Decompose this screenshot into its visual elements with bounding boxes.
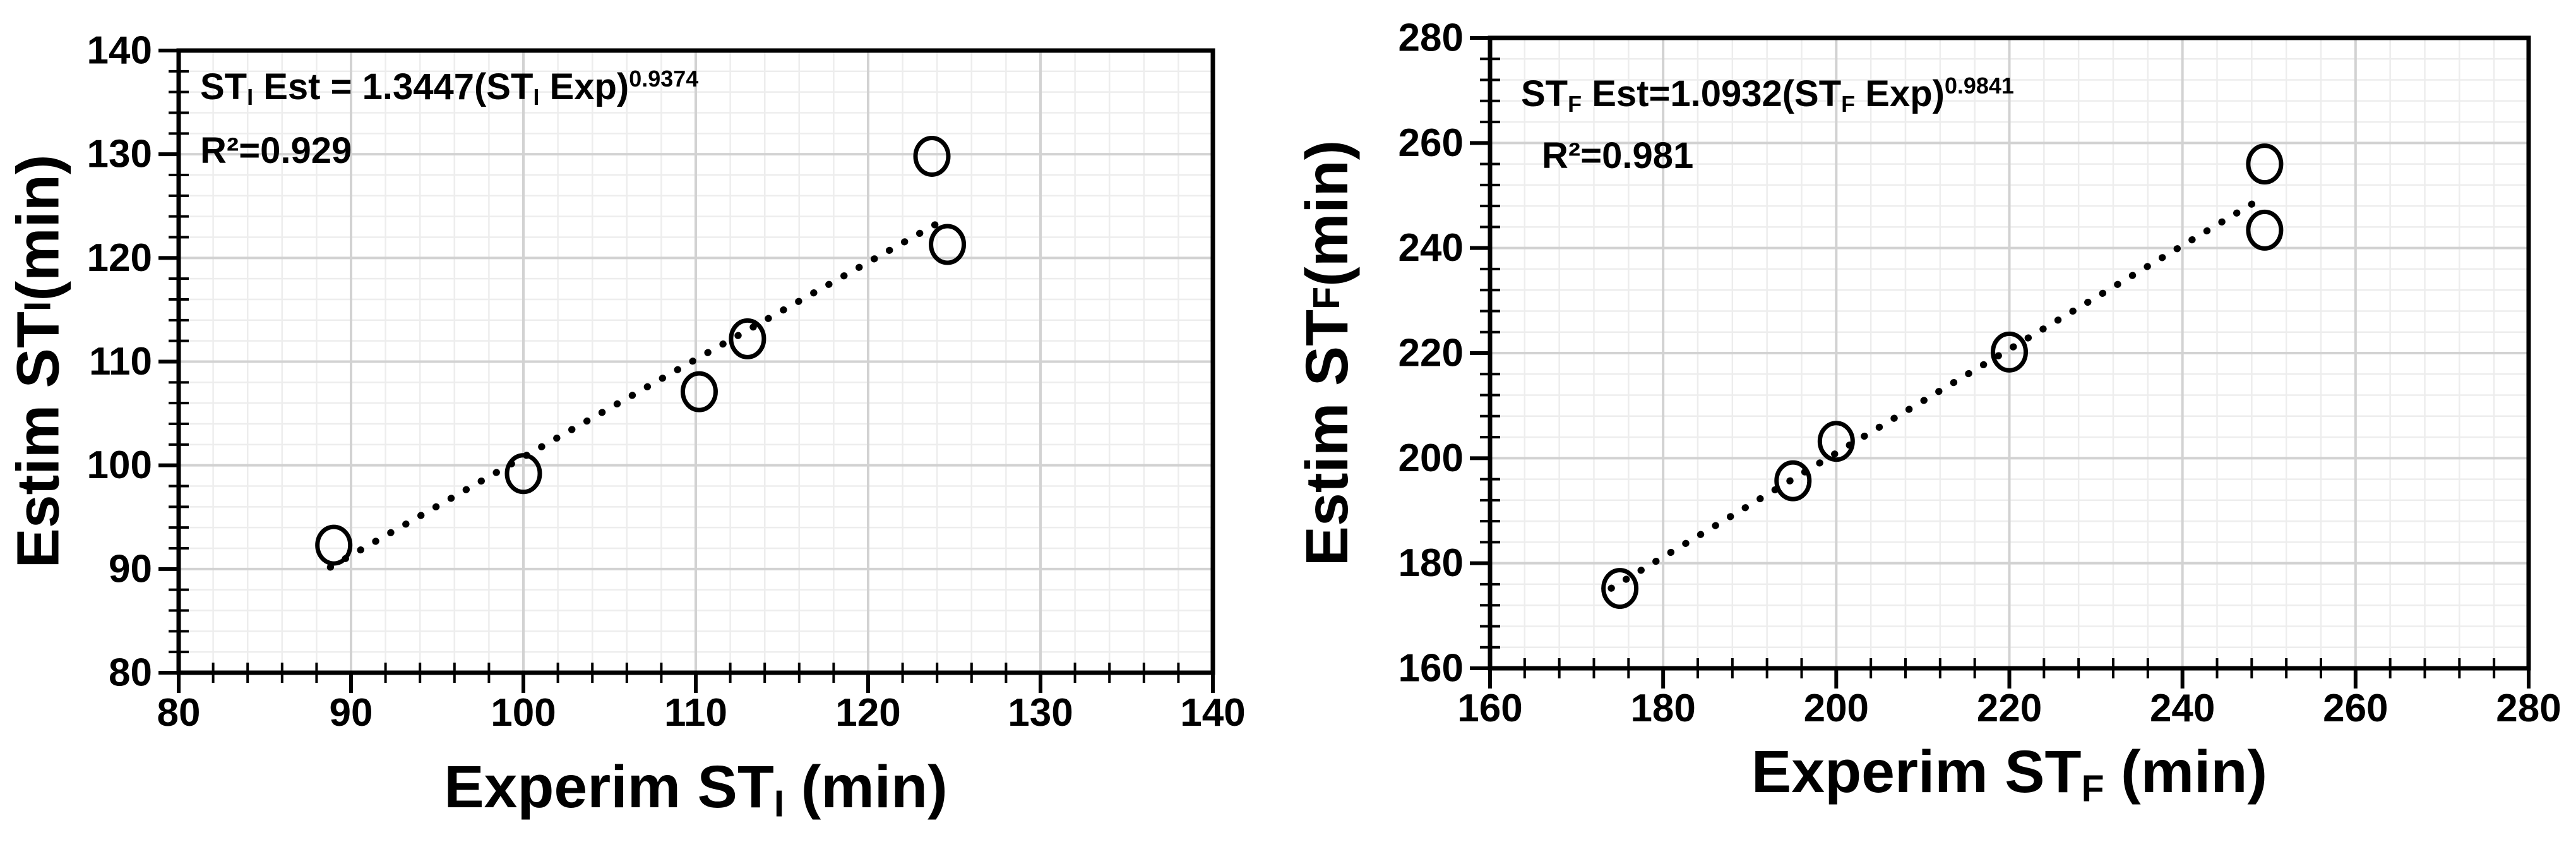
x-tick-label: 260: [2323, 687, 2388, 730]
y-axis-title-unit: (min): [4, 154, 71, 301]
tick-labels: 160 180 200 220 240 260 280 160 180 200 220 240 260 2…: [1398, 16, 2561, 731]
right-y-axis-title: Estim ST F (min): [1293, 140, 1361, 567]
right-x-axis-title: Experim STF (min): [1490, 738, 2529, 810]
data-point-marker: [1774, 460, 1812, 502]
equation-subscript: I: [247, 83, 254, 110]
y-tick-label: 80: [109, 651, 152, 695]
equation-subscript: I: [533, 83, 540, 110]
data-points: [1601, 143, 2284, 610]
left-chart-panel: 80 90 100 110 120 130 140 80 90 100 110 120 130 140 E…: [4, 29, 1246, 825]
x-tick-label: 200: [1804, 687, 1869, 730]
tick-labels: 80 90 100 110 120 130 140 80 90 100 110 120 130 140: [87, 29, 1246, 735]
right-r-squared: R²=0.981: [1542, 135, 1694, 176]
equation-text: Exp): [539, 66, 629, 107]
x-axis-title-subscript: F: [2081, 768, 2104, 810]
fit-line: [326, 214, 951, 571]
equation-subscript: F: [1841, 90, 1856, 117]
data-point-marker: [1991, 331, 2028, 373]
data-point-marker: [504, 453, 542, 495]
y-tick-label: 90: [109, 547, 152, 591]
y-tick-label: 240: [1398, 226, 1464, 270]
x-tick-label: 180: [1630, 687, 1695, 730]
data-point-marker: [2246, 209, 2284, 251]
left-fit-equation: STI Est = 1.3447(STI Exp)0.9374: [200, 65, 698, 109]
left-r-squared: R²=0.929: [200, 130, 352, 171]
data-point-marker: [929, 224, 967, 265]
equation-subscript: F: [1568, 90, 1582, 117]
x-axis-title-text: Experim ST: [1751, 738, 2082, 805]
data-point-marker: [1817, 421, 1855, 462]
y-axis-title-text: Estim ST: [4, 311, 71, 568]
fit-line: [1607, 194, 2267, 592]
data-point-marker: [913, 135, 951, 177]
y-tick-label: 200: [1398, 436, 1464, 480]
equation-text: Exp): [1855, 73, 1945, 114]
data-point-marker: [315, 524, 353, 566]
y-tick-label: 100: [87, 443, 152, 487]
x-tick-label: 240: [2150, 687, 2215, 730]
x-axis-title-subscript: I: [773, 783, 785, 825]
y-axis-title-text: Estim ST: [1293, 309, 1361, 567]
x-tick-label: 110: [664, 691, 727, 735]
y-tick-label: 220: [1398, 332, 1464, 375]
y-tick-label: 120: [87, 236, 152, 280]
data-point-marker: [729, 318, 766, 359]
y-tick-label: 130: [87, 133, 152, 176]
x-axis-title-unit: (min): [784, 754, 948, 821]
right-chart-panel: 160 180 200 220 240 260 280 160 180 200 220 240 260 2…: [1288, 0, 2576, 854]
y-tick-label: 160: [1398, 647, 1464, 690]
axis-ticks: [1470, 36, 2531, 689]
equation-text: ST: [200, 66, 247, 107]
data-point-marker: [680, 371, 718, 412]
axis-ticks: [158, 49, 1215, 693]
equation-exponent: 0.9374: [629, 66, 699, 92]
equation-text: Est=1.0932(ST: [1582, 73, 1842, 114]
x-tick-label: 160: [1457, 687, 1522, 730]
x-tick-label: 80: [157, 691, 201, 735]
y-tick-label: 140: [87, 29, 152, 73]
y-tick-label: 180: [1398, 541, 1464, 585]
x-tick-label: 140: [1180, 691, 1245, 735]
x-tick-label: 90: [330, 691, 373, 735]
right-fit-equation: STF Est=1.0932(STF Exp)0.9841: [1521, 72, 2014, 116]
left-scatter-plot: 80 90 100 110 120 130 140 80 90 100 110 120 130 140: [87, 29, 1246, 735]
data-point-marker: [1601, 568, 1639, 610]
x-axis-title-unit: (min): [2104, 738, 2268, 805]
equation-text: ST: [1521, 73, 1568, 114]
x-tick-label: 280: [2496, 687, 2561, 730]
data-points: [315, 135, 967, 566]
y-tick-label: 260: [1398, 121, 1464, 165]
major-gridlines: [1490, 38, 2529, 668]
right-scatter-plot: 160 180 200 220 240 260 280 160 180 200 220 240 260 2…: [1398, 16, 2561, 731]
x-tick-label: 120: [835, 691, 900, 735]
x-axis-title-text: Experim ST: [444, 754, 774, 821]
x-tick-label: 220: [1977, 687, 2042, 730]
equation-text: Est = 1.3447(ST: [253, 66, 534, 107]
y-tick-label: 110: [89, 340, 152, 383]
data-point-marker: [2246, 143, 2284, 185]
equation-exponent: 0.9841: [1944, 73, 2014, 99]
left-y-axis-title: Estim ST I (min): [4, 154, 71, 568]
left-x-axis-title: Experim STI (min): [179, 753, 1213, 825]
x-tick-label: 100: [491, 691, 556, 735]
y-axis-title-unit: (min): [1293, 140, 1361, 287]
x-tick-label: 130: [1008, 691, 1073, 735]
y-tick-label: 280: [1398, 16, 1464, 60]
